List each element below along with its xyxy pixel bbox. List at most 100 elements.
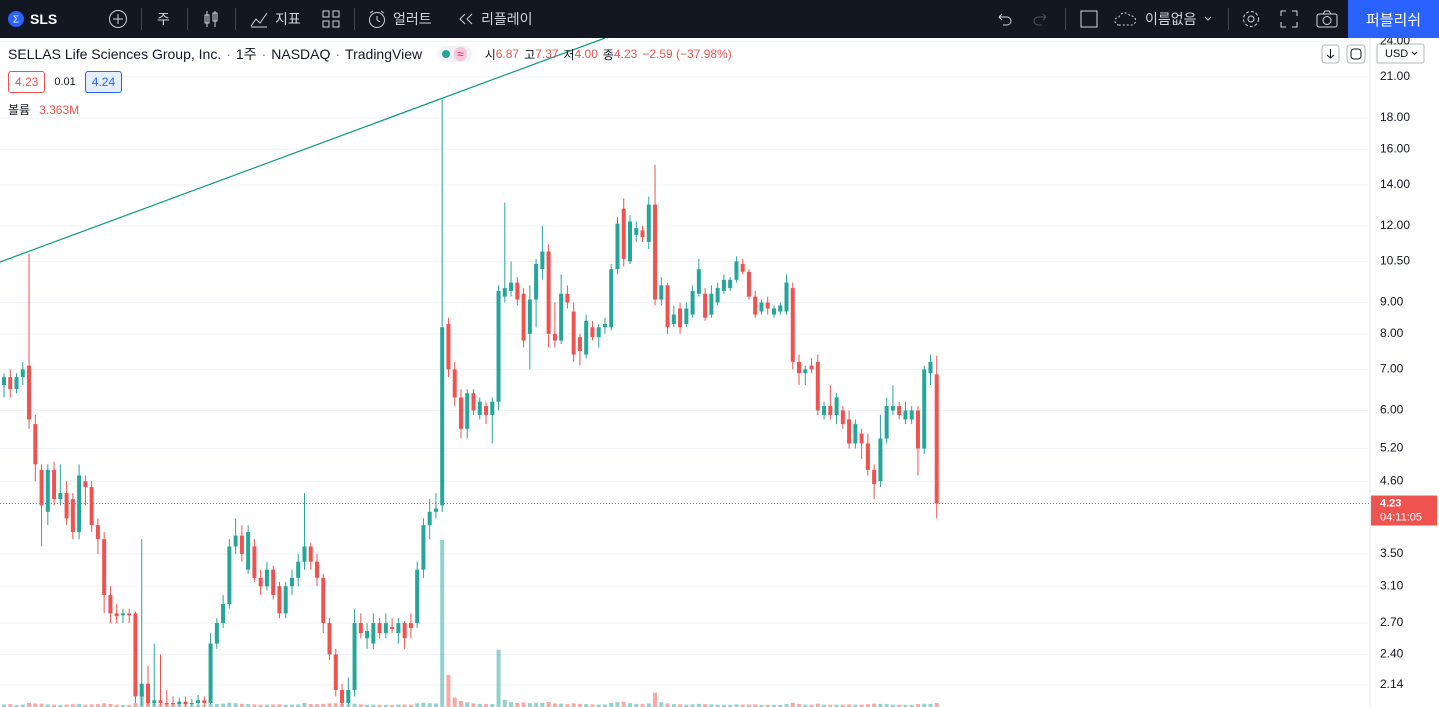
candle-body — [458, 397, 463, 429]
volume-label: 볼륨 — [8, 103, 31, 117]
replay-button[interactable]: 리플레이 — [457, 0, 533, 38]
layout-button[interactable] — [1079, 0, 1099, 38]
symbol-logo: Σ — [8, 11, 24, 27]
volume-bar — [803, 704, 808, 707]
candle-body — [540, 251, 545, 270]
volume-bar — [521, 702, 526, 707]
candle-body — [853, 424, 858, 444]
candle-body — [734, 261, 739, 280]
chart: USD 2.14 2.40 2.70 3.10 3.50 4.60 5.20 6.00 7.00… — [0, 38, 1439, 707]
volume-bar — [584, 704, 589, 707]
volume-bar — [452, 697, 457, 707]
undo[interactable] — [995, 0, 1013, 38]
y-tick-label: 2.40 — [1380, 647, 1404, 661]
candle-body — [52, 469, 57, 500]
candle-body — [665, 285, 670, 328]
volume-bar — [427, 703, 432, 707]
candle-body — [477, 401, 482, 415]
candle-body — [427, 511, 432, 526]
candle-body — [834, 397, 839, 415]
currency-button[interactable] — [1376, 43, 1425, 64]
volume-bar — [634, 703, 639, 707]
candle-body — [139, 683, 144, 697]
candle-body — [258, 577, 263, 587]
candle-body — [315, 561, 319, 578]
settings[interactable] — [1241, 0, 1261, 38]
symbol-search[interactable]: Σ SLS — [8, 0, 57, 38]
open-label: 시 — [484, 47, 496, 62]
volume-bar — [252, 704, 257, 707]
candle-body — [840, 410, 845, 425]
sell-button[interactable]: 4.23 — [8, 71, 46, 93]
candle-body — [208, 643, 213, 703]
volume-bar — [484, 704, 489, 707]
candle-body — [527, 299, 532, 334]
y-tick-label: 4.60 — [1380, 473, 1404, 487]
interval-button[interactable]: 주 — [157, 0, 170, 38]
candle-body — [164, 702, 169, 705]
volume-bar — [227, 702, 232, 707]
y-tick-label: 14.00 — [1380, 177, 1410, 191]
sync-button[interactable] — [1346, 44, 1366, 64]
volume-bar — [27, 702, 32, 707]
candle-body — [171, 702, 176, 705]
volume-bar — [928, 703, 933, 707]
alert-button[interactable]: 얼러트 — [367, 0, 432, 38]
change: −2.59 (−37.98%) — [642, 47, 732, 61]
redo-icon — [1033, 13, 1047, 26]
y-tick-label: 24.00 — [1380, 38, 1410, 47]
data-source: TradingView — [345, 46, 423, 62]
volume-bar — [289, 704, 294, 707]
candle-body — [915, 410, 920, 449]
volume-bar — [740, 704, 745, 707]
fullscreen[interactable] — [1280, 0, 1298, 38]
volume-bar — [196, 705, 201, 707]
trend-line[interactable] — [0, 38, 606, 263]
candle-body — [133, 613, 138, 697]
volume-bar — [527, 703, 532, 707]
volume-bar — [315, 704, 319, 707]
volume-bar — [552, 703, 557, 707]
chart-type-button[interactable] — [201, 0, 221, 38]
volume-bar — [934, 702, 939, 707]
volume-bar — [477, 703, 482, 707]
candle-body — [847, 419, 852, 444]
publish-button[interactable]: 퍼블리쉬 — [1348, 0, 1439, 38]
candle-body — [684, 308, 689, 325]
volume-bar — [446, 674, 451, 707]
candle-body — [89, 487, 94, 526]
candle-body — [296, 561, 301, 578]
candle-body — [415, 569, 420, 624]
redo[interactable] — [1032, 0, 1050, 38]
candle-body — [277, 586, 282, 614]
volume-bar — [690, 704, 695, 707]
buy-button[interactable]: 4.24 — [84, 71, 123, 93]
candle-body — [797, 361, 802, 374]
volume-bar — [878, 703, 883, 707]
candle-body — [102, 539, 107, 596]
volume-bar — [696, 703, 701, 707]
indicators-button[interactable]: 지표 — [249, 0, 301, 38]
volume-bar — [759, 704, 764, 707]
add-symbol[interactable] — [108, 0, 128, 38]
candle-body — [596, 327, 601, 338]
volume-bar — [809, 704, 814, 707]
layout-icon — [1080, 10, 1098, 28]
templates-button[interactable] — [322, 0, 340, 38]
candle-body — [383, 623, 388, 634]
volume-bar — [778, 704, 783, 707]
status-badge[interactable]: ≈ — [437, 46, 472, 62]
candle-body — [390, 627, 395, 630]
volume-bar — [621, 701, 626, 707]
volume-bar — [39, 703, 44, 707]
volume-bar — [890, 704, 895, 707]
candle-body — [721, 279, 726, 291]
snapshot[interactable] — [1316, 0, 1338, 38]
volume-bar — [308, 704, 313, 707]
candle-body — [365, 631, 370, 639]
candle-body — [928, 361, 933, 374]
candle-body — [934, 374, 939, 504]
volume-bar — [703, 704, 708, 707]
layout-name[interactable]: 이름없음 — [1113, 0, 1213, 38]
volume-bar — [327, 703, 332, 707]
